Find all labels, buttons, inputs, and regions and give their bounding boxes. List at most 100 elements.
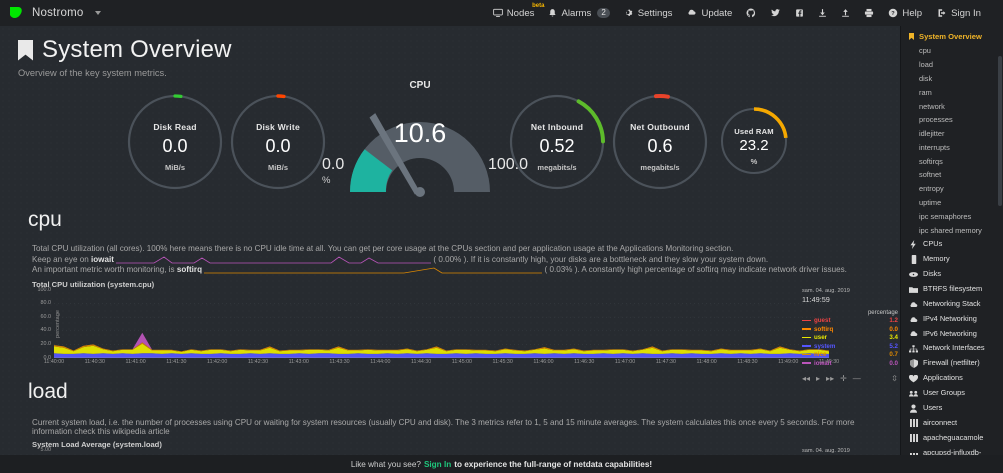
rewind-icon[interactable]: ◂◂ [802, 373, 811, 383]
gauge-cpu[interactable]: CPU 10.6 0.0 % 100.0 [322, 80, 528, 198]
legend-series-name: iowait [814, 359, 832, 367]
xtick: 11:43:00 [288, 358, 309, 365]
apps-icon [909, 374, 918, 383]
sidebar-item-label: IPv4 Networking [923, 313, 977, 323]
chart-ylabel: percentage [55, 309, 61, 338]
gauge-used-ram[interactable]: Used RAM 23.2 % [718, 105, 790, 177]
sidebar-subitem-ipc-shared-memory[interactable]: ipc shared memory [919, 225, 982, 235]
brand-host-selector[interactable]: Nostromo [8, 5, 102, 22]
gauge-disk-read[interactable]: Disk Read 0.0 MiB/s [123, 90, 227, 194]
scrollbar-thumb[interactable] [998, 56, 1002, 206]
sidebar-subitem-load[interactable]: load [919, 60, 933, 70]
xtick: 11:43:30 [329, 358, 350, 365]
sidebar-subitem-network[interactable]: network [919, 101, 945, 111]
nav-import[interactable] [818, 8, 827, 18]
gauge-cpu-units: % [322, 175, 331, 186]
sidebar-subitem-uptime[interactable]: uptime [919, 197, 942, 207]
sidebar-item-btrfs-filesystem[interactable]: BTRFS filesystem [901, 282, 1003, 297]
xtick: 11:42:30 [247, 358, 269, 365]
sidebar-item-networking-stack[interactable]: Networking Stack [901, 297, 1003, 312]
sidebar-item-disks[interactable]: Disks [901, 267, 1003, 282]
nav-facebook[interactable] [795, 8, 804, 18]
sidebar-subitem-softnet[interactable]: softnet [919, 170, 942, 180]
legend-color-swatch [802, 353, 811, 356]
resize-icon[interactable]: ⇳ [891, 373, 898, 383]
legend-row[interactable]: softirq 0.0 [802, 326, 898, 333]
sidebar-subitem-entropy[interactable]: entropy [919, 184, 944, 194]
gauge-cpu-min: 0.0 [322, 156, 345, 173]
gauges-row: Disk Read 0.0 MiB/s Disk Write 0.0 [18, 80, 882, 200]
chevron-down-icon[interactable] [95, 11, 102, 15]
sidebar-item-users[interactable]: Users [901, 401, 1003, 416]
nav-nodes[interactable]: Nodes beta [492, 3, 544, 19]
shield-icon [909, 359, 918, 368]
sidebar-subitem-idlejitter[interactable]: idlejitter [919, 129, 945, 139]
nav-update-label: Update [701, 7, 733, 19]
zoom-in-icon[interactable]: ✛ [840, 373, 847, 383]
chart-system-cpu[interactable]: Total CPU utilization (system.cpu) perce… [32, 280, 898, 383]
sidebar-subitem-disk[interactable]: disk [919, 73, 933, 83]
navbar-actions: Nodes beta Alarms 2 Settings Update [492, 3, 995, 19]
footer-signin-link[interactable]: Sign In [423, 459, 452, 469]
nav-github[interactable] [746, 8, 756, 18]
zoom-out-icon[interactable]: — [852, 373, 861, 383]
sidebar-item-user-groups[interactable]: User Groups [901, 386, 1003, 401]
sidebar-item-applications[interactable]: Applications [901, 371, 1003, 386]
sidebar-subitem-processes[interactable]: processes [919, 115, 953, 125]
gauge-disk-write[interactable]: Disk Write 0.0 MiB/s [226, 90, 330, 194]
nav-update[interactable]: Update [686, 8, 732, 19]
legend-row[interactable]: user 3.4 [802, 334, 898, 341]
sidebar-item-label: Users [923, 403, 943, 413]
memory-icon [909, 255, 918, 265]
nav-alarms[interactable]: Alarms 2 [548, 8, 610, 19]
legend-row[interactable]: iowait 0.0 [802, 360, 898, 367]
right-sidebar[interactable]: System Overview cpu load disk ram network pro… [900, 26, 1003, 473]
sidebar-item-ipv6-networking[interactable]: IPv6 Networking [901, 326, 1003, 341]
xtick: 11:45:30 [492, 358, 513, 365]
legend-row[interactable]: system 5.2 [802, 343, 898, 350]
xtick: 11:45:00 [451, 358, 473, 365]
chart-toolbar[interactable]: ◂◂ ▸ ▸▸ ✛ — ⇳ [802, 374, 898, 383]
legend-row[interactable]: guest 1.2 [802, 317, 898, 324]
legend-series-name: softirq [814, 325, 834, 333]
sidebar-scrollbar[interactable] [998, 26, 1002, 473]
sitemap-icon [909, 344, 918, 353]
legend-date: sam. 04. aug. 2019 [802, 287, 850, 294]
sidebar-subitem-cpu[interactable]: cpu [919, 46, 931, 56]
nav-print[interactable] [864, 8, 874, 18]
sidebar-item-firewall-netfilter[interactable]: Firewall (netfilter) [901, 356, 1003, 371]
sidebar-subitem-ipc-semaphores[interactable]: ipc semaphores [919, 211, 972, 221]
alarm-count-badge: 2 [597, 8, 610, 18]
dial-used-ram: Used RAM 23.2 % [718, 105, 790, 177]
legend-row[interactable]: nice 0.7 [802, 351, 898, 358]
sidebar-subitem-interrupts[interactable]: interrupts [919, 142, 950, 152]
legend-color-swatch [802, 345, 811, 347]
sidebar-item-label: BTRFS filesystem [923, 284, 983, 294]
nav-help[interactable]: ? Help [888, 8, 922, 19]
gauge-value: 23.2 [739, 137, 769, 155]
forward-icon[interactable]: ▸▸ [826, 373, 835, 383]
chart-plot-area[interactable]: percentage 100.0 80.0 60.0 40.0 20.0 0.0 [38, 287, 829, 361]
nav-export[interactable] [841, 8, 850, 18]
nav-settings[interactable]: Settings [624, 8, 672, 19]
gauge-label: Net Outbound [630, 122, 690, 133]
play-icon[interactable]: ▸ [816, 373, 821, 383]
gauge-units: megabits/s [537, 162, 577, 172]
legend-series-value: 5.2 [889, 342, 898, 350]
nav-twitter[interactable] [770, 8, 781, 18]
sidebar-item-memory[interactable]: Memory [901, 252, 1003, 267]
gauge-net-outbound[interactable]: Net Outbound 0.6 megabits/s [608, 90, 712, 194]
gauge-net-inbound[interactable]: Net Inbound 0.52 megabits/s [505, 90, 609, 194]
sidebar-item-network-interfaces[interactable]: Network Interfaces [901, 341, 1003, 356]
sidebar-item-cpus[interactable]: CPUs [901, 237, 1003, 252]
sidebar-head-system-overview[interactable]: System Overview [901, 32, 1003, 44]
sidebar-item-label: IPv6 Networking [923, 328, 977, 338]
sidebar-item-apacheguacamole[interactable]: apacheguacamole [901, 431, 1003, 446]
sidebar-subitem-ram[interactable]: ram [919, 87, 932, 97]
sidebar-subitem-softirqs[interactable]: softirqs [919, 156, 943, 166]
sidebar-item-ipv4-networking[interactable]: IPv4 Networking [901, 312, 1003, 327]
gauge-cpu-max: 100.0 [487, 156, 528, 173]
nav-signin[interactable]: Sign In [936, 8, 981, 19]
gauge-units: % [750, 156, 758, 166]
sidebar-item-airconnect[interactable]: airconnect [901, 416, 1003, 431]
